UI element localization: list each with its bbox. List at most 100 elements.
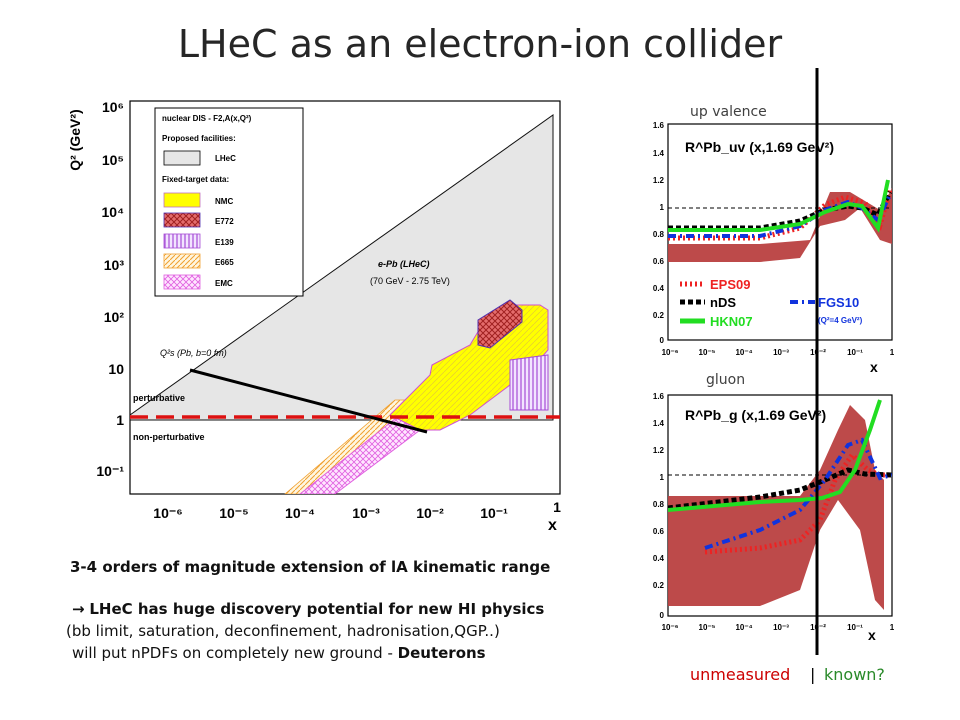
- x-ticks-left: 10⁻⁶ 10⁻⁵ 10⁻⁴ 10⁻³ 10⁻² 10⁻¹ 1: [153, 499, 561, 521]
- legend-proposed-header: Proposed facilities:: [162, 134, 236, 143]
- npdf-bottom-yticks: 1.6 1.4 1.2 1 0.8 0.6 0.4 0.2 0: [653, 392, 665, 620]
- epb-label: e-Pb (LHeC): [378, 259, 430, 269]
- x-tick: 10⁻³: [352, 505, 380, 521]
- summary-line-4: will put nPDFs on completely new ground …: [56, 642, 586, 664]
- npdf-bottom-nds: [668, 467, 892, 511]
- non-perturbative-label: non-perturbative: [133, 432, 205, 442]
- npdf-bottom-eps09: [704, 451, 892, 555]
- npdf-top-yticks: 1.6 1.4 1.2 1 0.8 0.6 0.4 0.2 0: [653, 121, 665, 345]
- legend-title: nuclear DIS - F2,A(x,Q²): [162, 114, 252, 123]
- y-ticks-left: 10⁻¹ 1 10 10² 10³ 10⁴ 10⁵ 10⁶: [96, 99, 124, 479]
- npdf-bottom-xticks: 10⁻⁶10⁻⁵10⁻⁴ 10⁻³10⁻²10⁻¹1: [662, 623, 895, 632]
- legend-label-emc: EMC: [215, 279, 233, 288]
- svg-text:1.2: 1.2: [653, 176, 665, 185]
- svg-text:0.4: 0.4: [653, 284, 665, 293]
- svg-text:1: 1: [660, 203, 665, 212]
- summary-line-3: (bb limit, saturation, deconfinement, ha…: [66, 622, 500, 640]
- legend-swatch-nmc: [163, 192, 201, 208]
- svg-text:10⁻³: 10⁻³: [773, 348, 789, 357]
- summary-text: 3-4 orders of magnitude extension of lA …: [56, 556, 586, 664]
- svg-text:0.6: 0.6: [653, 257, 665, 266]
- legend-swatch-emc: [163, 274, 201, 290]
- legend-label-e139: E139: [215, 238, 234, 247]
- y-tick: 10³: [104, 257, 125, 273]
- svg-text:0.6: 0.6: [653, 527, 665, 536]
- energy-label: (70 GeV - 2.75 TeV): [370, 276, 450, 286]
- legend-hkn07-label: HKN07: [710, 314, 753, 329]
- svg-text:1.4: 1.4: [653, 149, 665, 158]
- svg-text:0.2: 0.2: [653, 581, 665, 590]
- separator-label: |: [810, 665, 816, 684]
- svg-text:10⁻¹: 10⁻¹: [847, 348, 863, 357]
- y-axis-label: Q² (GeV²): [67, 109, 83, 170]
- svg-text:1.6: 1.6: [653, 392, 665, 401]
- y-tick: 1: [116, 412, 124, 428]
- npdf-bottom-fgs10: [704, 437, 892, 550]
- svg-text:10⁻¹: 10⁻¹: [847, 623, 863, 632]
- summary-line-1: 3-4 orders of magnitude extension of lA …: [70, 558, 551, 576]
- npdf-bottom-xlabel: x: [868, 627, 876, 643]
- legend-eps09-label: EPS09: [710, 277, 750, 292]
- nmc-region: [389, 304, 549, 431]
- x-tick: 1: [553, 499, 561, 515]
- svg-text:1: 1: [660, 473, 665, 482]
- legend-nds-label: nDS: [710, 295, 736, 310]
- svg-text:0.8: 0.8: [653, 500, 665, 509]
- qs-label: Q²s (Pb, b=0 fm): [160, 348, 227, 358]
- svg-text:10⁻⁴: 10⁻⁴: [735, 623, 752, 632]
- legend-swatch-e665: [163, 253, 201, 269]
- legend-fgs10-label: FGS10: [818, 295, 859, 310]
- x-tick: 10⁻²: [416, 505, 444, 521]
- x-tick: 10⁻⁴: [285, 505, 315, 521]
- y-tick: 10⁶: [102, 99, 124, 115]
- npdf-bottom-caption: gluon: [706, 372, 746, 388]
- unmeasured-label: unmeasured: [690, 665, 791, 684]
- npdf-bottom-band: [668, 405, 884, 610]
- legend-fixed-header: Fixed-target data:: [162, 175, 229, 184]
- legend-label-nmc: NMC: [215, 197, 233, 206]
- summary-line-4-text: will put nPDFs on completely new ground …: [72, 644, 398, 662]
- svg-text:1.2: 1.2: [653, 446, 665, 455]
- svg-text:0.4: 0.4: [653, 554, 665, 563]
- npdf-top-caption: up valence: [690, 104, 767, 120]
- slide-title: LHeC as an electron-ion collider: [177, 22, 783, 66]
- npdf-top-xlabel: x: [870, 359, 878, 375]
- x-tick: 10⁻¹: [480, 505, 508, 521]
- npdf-top-xticks: 10⁻⁶10⁻⁵10⁻⁴ 10⁻³10⁻²10⁻¹1: [662, 348, 895, 357]
- svg-text:1: 1: [890, 348, 895, 357]
- legend-fgs10-note: (Q²=4 GeV²): [818, 316, 863, 325]
- npdf-bottom-hkn07: [668, 399, 882, 512]
- legend-label-lhec: LHeC: [215, 154, 236, 163]
- e772-region: [477, 299, 523, 349]
- legend-swatch-e772: [163, 212, 201, 228]
- legend-swatch-lhec: [163, 150, 201, 166]
- summary-line-2-text: LHeC has huge discovery potential for ne…: [89, 600, 545, 618]
- y-tick: 10⁻¹: [96, 463, 124, 479]
- y-tick: 10⁴: [102, 204, 125, 220]
- y-tick: 10²: [104, 309, 125, 325]
- saturation-line: [189, 368, 428, 434]
- svg-text:0: 0: [660, 611, 665, 620]
- svg-text:1: 1: [890, 623, 895, 632]
- perturbative-label: perturbative: [133, 393, 185, 403]
- e139-region: [509, 354, 549, 411]
- legend-label-e772: E772: [215, 217, 234, 226]
- summary-line-2: → LHeC has huge discovery potential for …: [56, 598, 586, 620]
- svg-text:10⁻⁶: 10⁻⁶: [662, 348, 679, 357]
- svg-text:10⁻³: 10⁻³: [773, 623, 789, 632]
- x-tick: 10⁻⁶: [153, 505, 182, 521]
- y-tick: 10: [108, 361, 124, 377]
- known-label: known?: [824, 665, 885, 684]
- legend-swatch-e139: [163, 233, 201, 249]
- npdf-top-ylabel: R^Pb_uv (x,1.69 GeV²): [685, 139, 834, 155]
- legend-label-e665: E665: [215, 258, 234, 267]
- npdf-top-hkn07: [668, 179, 890, 233]
- svg-text:0.8: 0.8: [653, 230, 665, 239]
- svg-text:0: 0: [660, 336, 665, 345]
- svg-text:0.2: 0.2: [653, 311, 665, 320]
- y-tick: 10⁵: [102, 152, 124, 168]
- svg-text:10⁻⁴: 10⁻⁴: [735, 348, 752, 357]
- svg-text:1.6: 1.6: [653, 121, 665, 130]
- x-tick: 10⁻⁵: [219, 505, 249, 521]
